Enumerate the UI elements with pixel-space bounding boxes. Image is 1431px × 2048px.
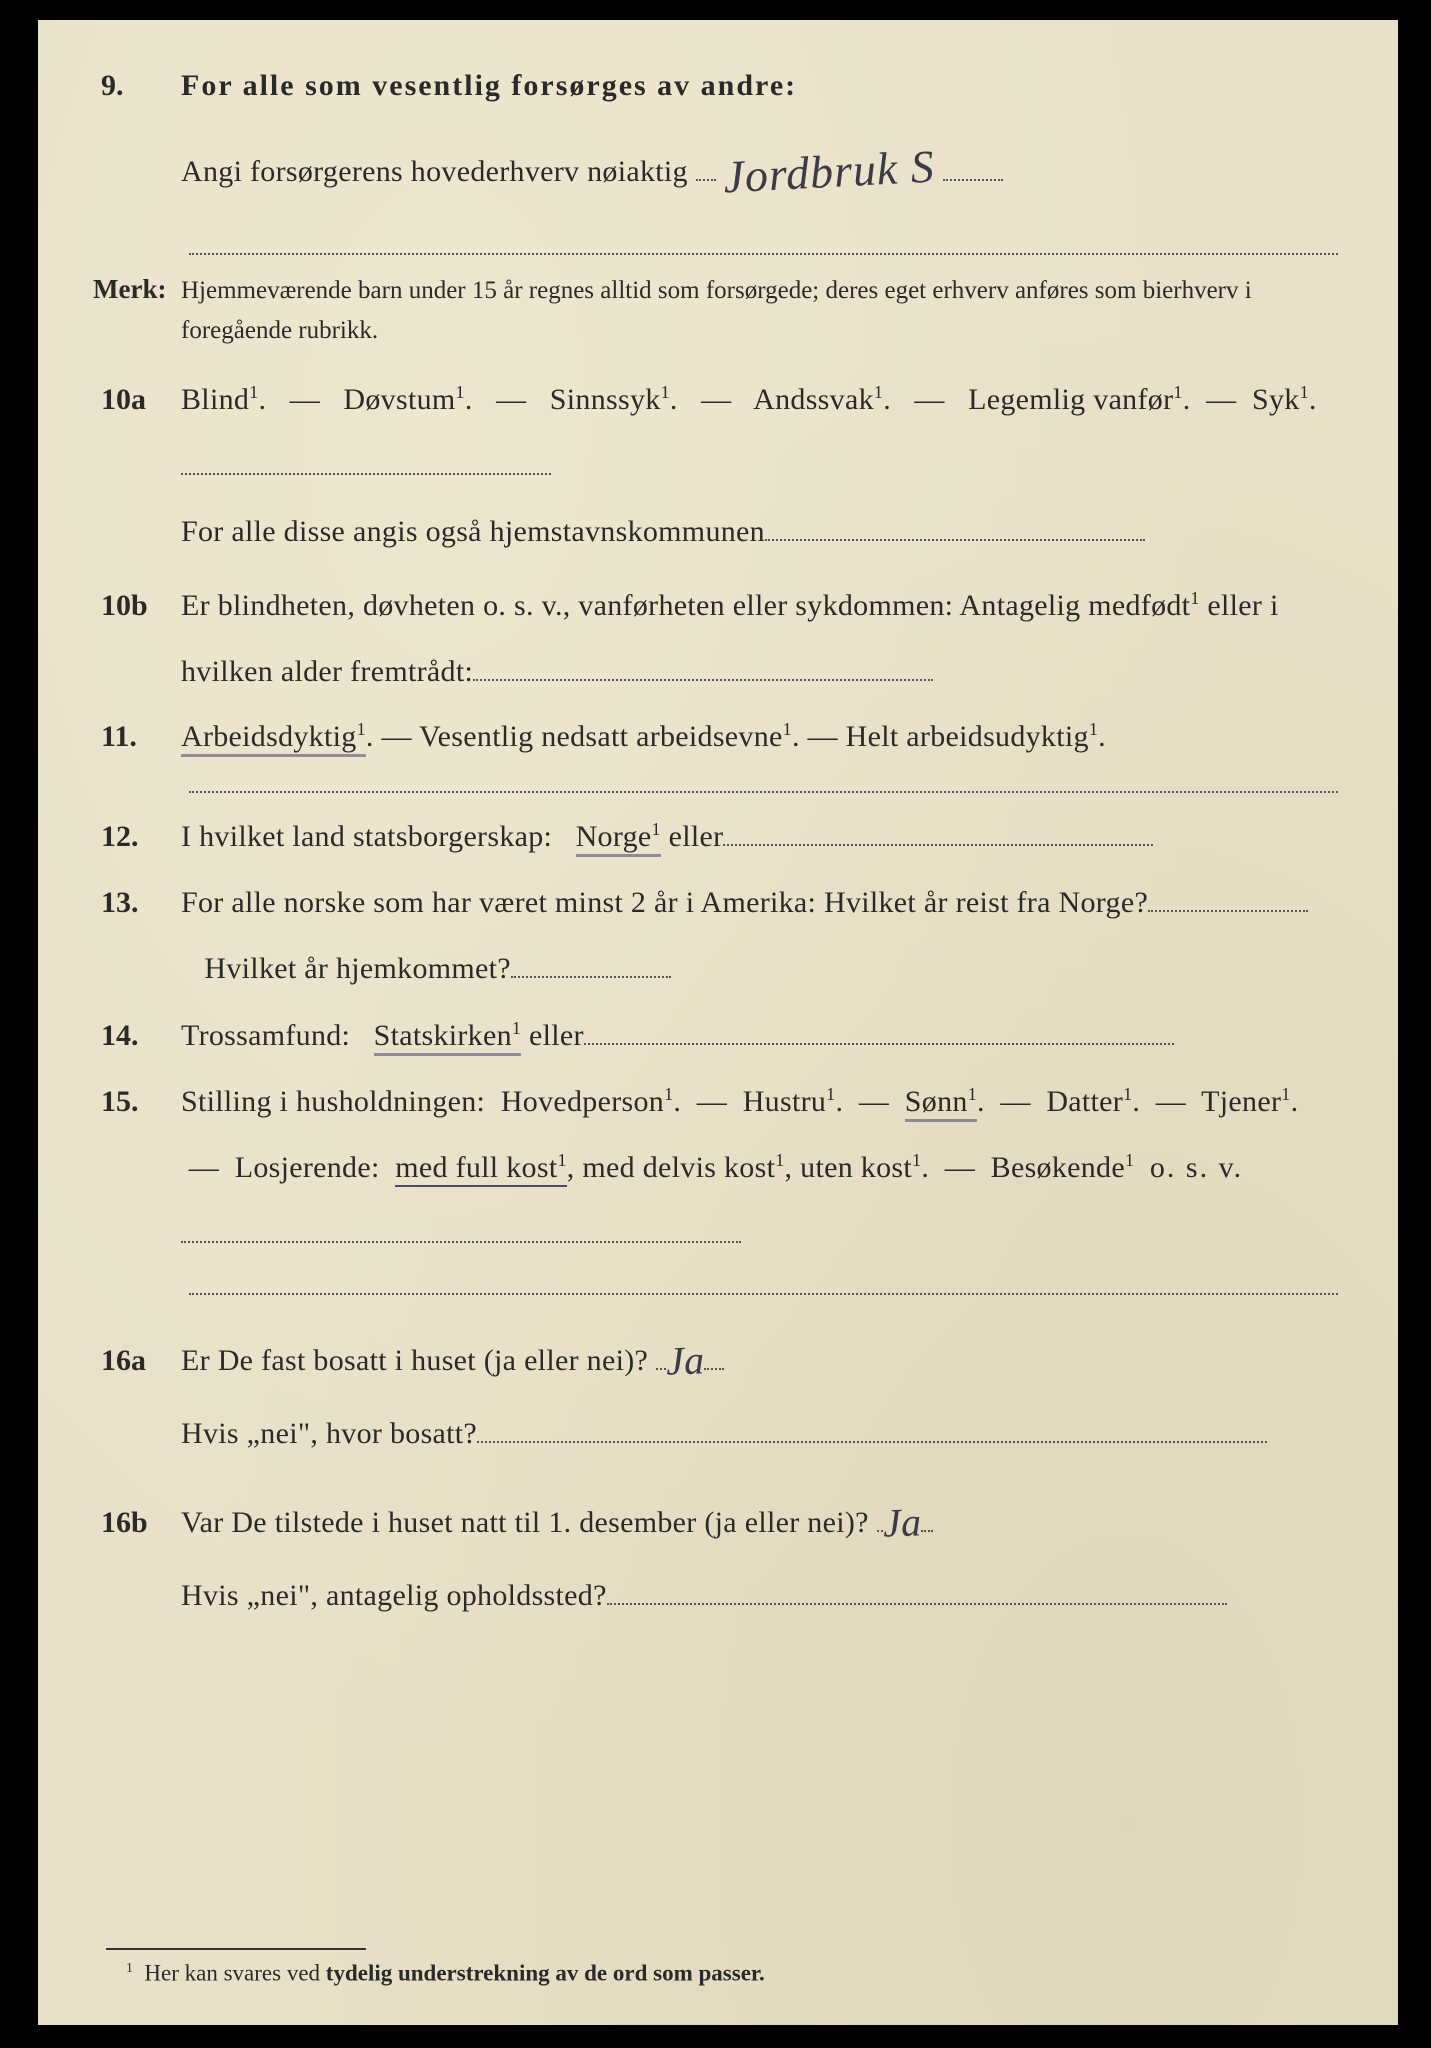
opt-uten-kost: uten kost1.	[800, 1151, 929, 1184]
q13-number: 13.	[93, 880, 181, 927]
q10a-row: 10a Blind1. — Døvstum1. — Sinnssyk1. — A…	[93, 367, 1338, 565]
q15-body: Stilling i husholdningen: Hovedperson1. …	[181, 1069, 1338, 1267]
q15-row: 15. Stilling i husholdningen: Hovedperso…	[93, 1069, 1338, 1267]
q16a-number: 16a	[93, 1338, 181, 1385]
fill-line	[473, 654, 933, 681]
q9-line2: Angi forsørgerens hovederhverv nøiaktig …	[181, 129, 1338, 203]
opt-arbeidsdyktig: Arbeidsdyktig1	[181, 720, 366, 757]
q11-body: Arbeidsdyktig1. — Vesentlig nedsatt arbe…	[181, 713, 1338, 761]
opt-sonn: Sønn1	[905, 1085, 977, 1122]
q9-line1: For alle som vesentlig forsørges av andr…	[181, 60, 1338, 111]
q15-text-a: Stilling i husholdningen:	[181, 1085, 485, 1118]
q12-text-a: I hvilket land statsborgerskap:	[181, 820, 552, 853]
opt-norge: Norge1	[576, 820, 661, 857]
opt-datter: Datter1.	[1046, 1085, 1140, 1118]
footnote-text: 1 Her kan svares ved tydelig understrekn…	[126, 1960, 1338, 1987]
merk-label: Merk:	[93, 269, 181, 311]
q16a-row: 16a Er De fast bosatt i huset (ja eller …	[93, 1313, 1338, 1467]
q12-body: I hvilket land statsborgerskap: Norge1 e…	[181, 811, 1338, 862]
q13-body: For alle norske som har været minst 2 år…	[181, 870, 1338, 1002]
opt-helt: Helt arbeidsudyktig1	[846, 720, 1098, 753]
q10a-number: 10a	[93, 377, 181, 424]
fill-line	[181, 1216, 741, 1243]
opt-syk: Syk1.	[1252, 383, 1317, 416]
opt-nedsatt: Vesentlig nedsatt arbeidsevne1	[419, 720, 792, 753]
q16a-body: Er De fast bosatt i huset (ja eller nei)…	[181, 1313, 1338, 1467]
q16b-row: 16b Var De tilstede i huset natt til 1. …	[93, 1475, 1338, 1629]
q12-text-b: eller	[669, 820, 724, 853]
q11-number: 11.	[93, 714, 181, 761]
q10b-row: 10b Er blindheten, døvheten o. s. v., va…	[93, 573, 1338, 705]
fill-line	[704, 1343, 724, 1370]
q13-text-b: Hvilket år hjemkommet?	[204, 952, 511, 985]
q11-row: 11. Arbeidsdyktig1. — Vesentlig nedsatt …	[93, 713, 1338, 761]
q16b-body: Var De tilstede i huset natt til 1. dese…	[181, 1475, 1338, 1629]
q16a-text-b: Hvis „nei", hvor bosatt?	[181, 1417, 477, 1450]
opt-legemlig: Legemlig vanfør1.	[968, 383, 1190, 416]
opt-hovedperson: Hovedperson1.	[501, 1085, 681, 1118]
q15-osv: o. s. v.	[1150, 1151, 1243, 1184]
fill-line	[656, 1343, 666, 1370]
q16a-text-a: Er De fast bosatt i huset (ja eller nei)…	[181, 1344, 648, 1377]
q16b-number: 16b	[93, 1500, 181, 1547]
q10b-body: Er blindheten, døvheten o. s. v., vanfør…	[181, 573, 1338, 705]
q9-row2: Angi forsørgerens hovederhverv nøiaktig …	[93, 129, 1338, 203]
fill-line	[723, 819, 1153, 846]
q9-row1: 9. For alle som vesentlig forsørges av a…	[93, 60, 1338, 111]
q13-text-a: For alle norske som har været minst 2 år…	[181, 886, 1148, 919]
opt-full-kost: med full kost1	[395, 1151, 567, 1187]
footnote-rule	[106, 1948, 366, 1950]
document-page: 9. For alle som vesentlig forsørges av a…	[38, 20, 1398, 2025]
fill-line	[607, 1578, 1227, 1605]
q10a-lineb: For alle disse angis også hjemstavnskomm…	[181, 515, 765, 548]
q14-number: 14.	[93, 1013, 181, 1060]
dotted-separator	[189, 1293, 1338, 1295]
q14-text-b: eller	[529, 1019, 584, 1052]
opt-dovstum: Døvstum1.	[343, 383, 472, 416]
footnote-b: tydelig understrekning av de ord som pas…	[326, 1961, 765, 1986]
merk-text: Hjemmeværende barn under 15 år regnes al…	[181, 271, 1338, 351]
fill-line	[181, 448, 551, 475]
fill-line	[765, 514, 1145, 541]
fill-line	[511, 951, 671, 978]
fill-line	[477, 1416, 1267, 1443]
opt-besokende: Besøkende1	[991, 1151, 1135, 1184]
dotted-separator	[189, 253, 1338, 255]
opt-blind: Blind1.	[181, 383, 266, 416]
q16b-text-b: Hvis „nei", antagelig opholdssted?	[181, 1579, 607, 1612]
q10b-text-a: Er blindheten, døvheten o. s. v., vanfør…	[181, 589, 1190, 622]
q16b-text-a: Var De tilstede i huset natt til 1. dese…	[181, 1506, 869, 1539]
opt-andssvak: Andssvak1.	[753, 383, 891, 416]
q13-row: 13. For alle norske som har været minst …	[93, 870, 1338, 1002]
fill-line	[696, 154, 716, 181]
fill-line	[921, 1505, 933, 1532]
opt-tjener: Tjener1.	[1201, 1085, 1298, 1118]
opt-hustru: Hustru1.	[743, 1085, 844, 1118]
merk-row: Merk: Hjemmeværende barn under 15 år reg…	[93, 269, 1338, 351]
q10b-number: 10b	[93, 583, 181, 630]
footnote-a: Her kan svares ved	[144, 1961, 325, 1986]
q12-row: 12. I hvilket land statsborgerskap: Norg…	[93, 811, 1338, 862]
dotted-separator	[189, 791, 1338, 793]
q9-handwritten-answer: Jordbruk S	[722, 130, 937, 215]
q14-text-a: Trossamfund:	[181, 1019, 350, 1052]
q9-prompt: Angi forsørgerens hovederhverv nøiaktig	[181, 155, 688, 188]
footnote-block: 1 Her kan svares ved tydelig understrekn…	[96, 1858, 1338, 1987]
q14-row: 14. Trossamfund: Statskirken1 eller	[93, 1010, 1338, 1061]
opt-sinnssyk: Sinnssyk1.	[550, 383, 678, 416]
fill-line	[943, 154, 1003, 181]
q10a-body: Blind1. — Døvstum1. — Sinnssyk1. — Andss…	[181, 367, 1338, 565]
fill-line	[1148, 885, 1308, 912]
q15-number: 15.	[93, 1079, 181, 1126]
q16a-handwritten: Ja	[664, 1316, 705, 1405]
fill-line	[584, 1018, 1174, 1045]
footnote-marker: 1	[126, 1960, 133, 1975]
q12-number: 12.	[93, 814, 181, 861]
q14-body: Trossamfund: Statskirken1 eller	[181, 1010, 1338, 1061]
q9-number: 9.	[93, 63, 181, 110]
opt-delvis-kost: med delvis kost1	[582, 1151, 784, 1184]
q15-losjerende-label: Losjerende:	[235, 1151, 380, 1184]
opt-statskirken: Statskirken1	[374, 1019, 522, 1056]
q16b-handwritten: Ja	[881, 1478, 922, 1567]
